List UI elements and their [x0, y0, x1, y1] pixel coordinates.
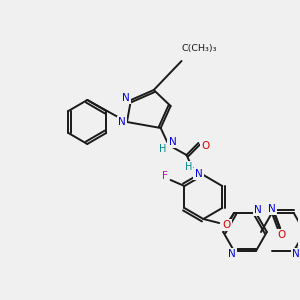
- Text: N: N: [268, 204, 276, 214]
- Text: N: N: [228, 249, 236, 259]
- Text: H: H: [159, 144, 166, 154]
- Text: F: F: [162, 171, 168, 181]
- Text: H: H: [185, 162, 192, 172]
- Text: O: O: [278, 230, 286, 240]
- Text: O: O: [201, 141, 209, 151]
- Text: N: N: [254, 205, 262, 215]
- Text: N: N: [292, 249, 300, 259]
- Text: N: N: [194, 169, 202, 179]
- Text: N: N: [169, 137, 176, 147]
- Text: N: N: [122, 93, 130, 103]
- Text: C(CH₃)₃: C(CH₃)₃: [182, 44, 217, 52]
- Text: O: O: [222, 220, 230, 230]
- Text: N: N: [118, 117, 126, 127]
